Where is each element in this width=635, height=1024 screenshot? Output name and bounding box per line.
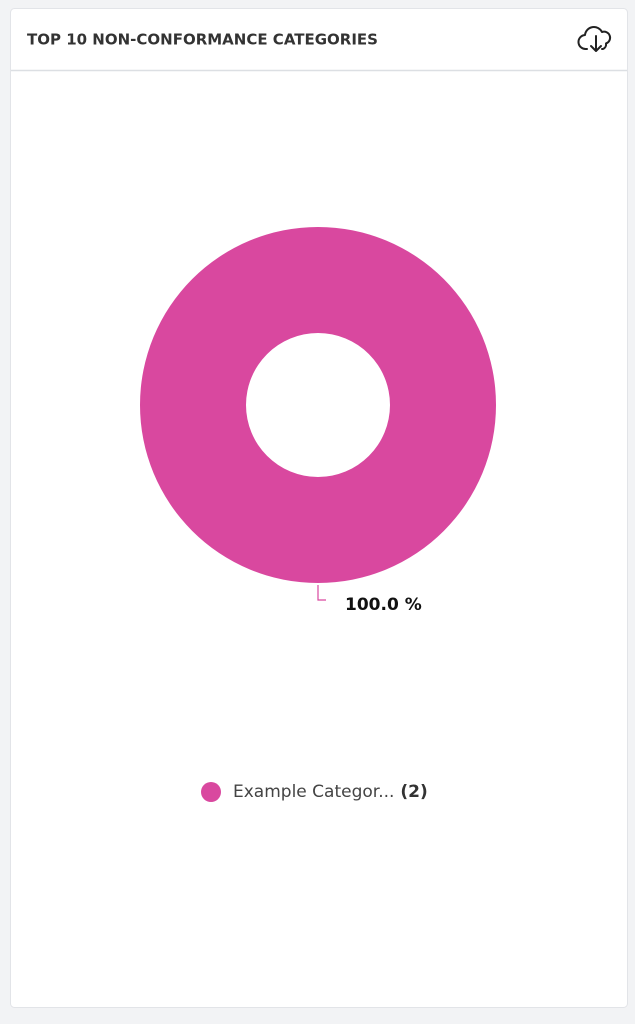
leader-line xyxy=(317,585,326,601)
legend-label: Example Categor... xyxy=(233,782,394,802)
chart-title: TOP 10 NON-CONFORMANCE CATEGORIES xyxy=(27,31,378,49)
data-label: 100.0 % xyxy=(345,595,422,615)
cloud-icon xyxy=(577,26,612,50)
legend-swatch xyxy=(201,782,221,802)
arrow-icon xyxy=(590,35,602,52)
donut-slice xyxy=(140,227,496,583)
download-button[interactable] xyxy=(577,26,612,52)
legend-count: (2) xyxy=(400,782,427,802)
legend-entry: Example Categor... (2) xyxy=(233,782,428,802)
